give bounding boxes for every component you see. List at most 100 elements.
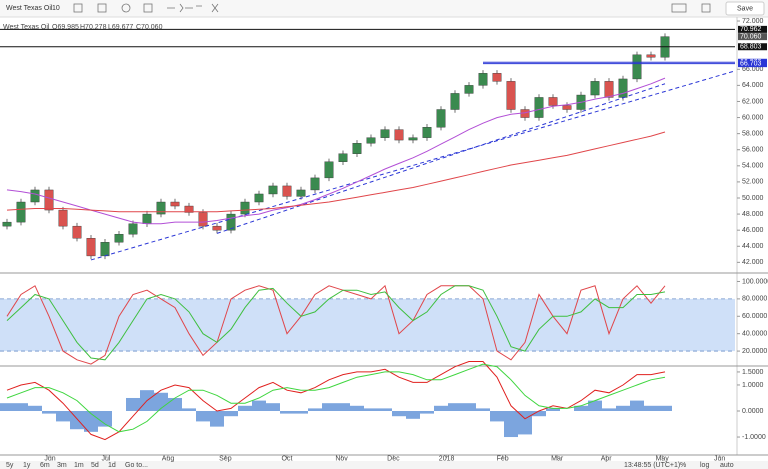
candle-body — [114, 233, 124, 243]
histogram-bar — [98, 411, 112, 427]
candle-body — [590, 81, 600, 96]
y-tick-label: 0.0000 — [742, 408, 764, 415]
axis-option[interactable]: auto — [720, 462, 734, 469]
legend-ohlc: O69.985 — [52, 24, 79, 31]
range-button[interactable]: 1d — [108, 462, 116, 469]
series-line — [6, 284, 666, 365]
range-button[interactable]: 3m — [57, 462, 67, 469]
candle-body — [296, 189, 306, 197]
icon[interactable] — [121, 3, 131, 13]
candle-body — [548, 97, 558, 106]
candle-body — [604, 81, 614, 98]
y-tick-label: 80.0000 — [742, 296, 767, 303]
histogram-bar — [42, 411, 56, 414]
y-tick-label: 58.000 — [742, 130, 764, 137]
candle-body — [464, 85, 474, 94]
candle-body — [338, 153, 348, 162]
histogram-bar — [364, 408, 378, 411]
x-tick-label: Feb — [497, 455, 509, 462]
histogram-bar — [126, 397, 140, 411]
histogram-bar — [14, 403, 28, 411]
x-tick-label: Mar — [551, 455, 564, 462]
histogram-bar — [644, 405, 658, 411]
candle-body — [198, 212, 208, 227]
icon[interactable] — [185, 3, 219, 13]
icon[interactable] — [671, 3, 687, 13]
candle-body — [450, 93, 460, 110]
icon[interactable] — [167, 3, 184, 13]
candle-body — [72, 225, 82, 239]
histogram-bar — [238, 405, 252, 411]
range-button[interactable]: 5y — [6, 462, 14, 469]
legend-ohlc: C70.060 — [136, 24, 163, 31]
icon[interactable] — [143, 3, 153, 13]
y-tick-label: 60.000 — [742, 114, 764, 121]
y-tick-label: 48.000 — [742, 211, 764, 218]
candle-body — [436, 109, 446, 128]
range-button[interactable]: 1m — [74, 462, 84, 469]
candle-body — [170, 201, 180, 207]
series-line — [6, 131, 666, 213]
trendline — [90, 70, 736, 261]
histogram-bar — [630, 400, 644, 411]
histogram-bar — [406, 411, 420, 419]
price-tag-label: 70.060 — [740, 33, 762, 40]
histogram-bar — [476, 408, 490, 411]
candle-body — [408, 137, 418, 141]
range-button[interactable]: Go to... — [125, 462, 148, 469]
candle-body — [254, 193, 264, 203]
y-tick-label: -1.0000 — [742, 434, 766, 441]
histogram-bar — [490, 411, 504, 422]
range-button[interactable]: 5d — [91, 462, 99, 469]
candle-body — [534, 97, 544, 118]
range-button[interactable]: 1y — [23, 462, 31, 469]
time-label: 13:48:55 (UTC+1) — [624, 462, 680, 469]
histogram-bar — [392, 411, 406, 417]
candle-body — [618, 78, 628, 98]
icon[interactable] — [701, 3, 711, 13]
save-label[interactable]: Save — [737, 5, 753, 12]
series-line — [6, 361, 666, 441]
symbol-select[interactable]: West Texas Oil — [6, 5, 53, 12]
x-tick-label: Jun — [714, 455, 725, 462]
histogram-bar — [294, 411, 308, 414]
axis-option[interactable]: log — [700, 462, 709, 469]
trendline — [216, 83, 666, 234]
candle-body — [142, 213, 152, 224]
price-tag — [738, 60, 767, 68]
histogram-bar — [308, 408, 322, 411]
histogram-bar — [196, 411, 210, 422]
range-button[interactable]: 6m — [40, 462, 50, 469]
y-tick-label: 1.5000 — [742, 369, 764, 376]
candle-body — [212, 225, 222, 231]
candle-body — [324, 161, 334, 179]
candle-body — [128, 223, 138, 235]
save-button[interactable] — [725, 1, 765, 16]
legend-ohlc: H70.278 — [80, 24, 107, 31]
histogram-bar — [0, 403, 14, 411]
y-tick-label: 1.0000 — [742, 382, 764, 389]
icon[interactable] — [97, 3, 107, 13]
histogram-bar — [266, 403, 280, 411]
price-tag — [738, 33, 767, 41]
price-tag-label: 66.703 — [740, 60, 762, 67]
histogram-bar — [574, 405, 588, 411]
candle-body — [310, 177, 320, 191]
legend-ohlc: L69.677 — [108, 24, 133, 31]
candle-body — [44, 189, 54, 211]
x-tick-label: Aug — [162, 455, 175, 462]
y-tick-label: 54.000 — [742, 163, 764, 170]
candle-body — [184, 205, 194, 213]
histogram-bar — [28, 405, 42, 411]
interval-select[interactable]: 10 — [52, 5, 60, 12]
x-tick-label: 2018 — [439, 455, 455, 462]
legend: West Texas Oil O69.985 H70.278 L69.677 C70.0… — [3, 24, 163, 31]
axis-option[interactable]: % — [680, 462, 686, 469]
icon[interactable] — [73, 3, 83, 13]
x-tick-label: Jul — [102, 455, 111, 462]
candle-body — [30, 189, 40, 203]
y-tick-label: 52.000 — [742, 179, 764, 186]
candle-body — [58, 209, 68, 227]
candle-body — [156, 201, 166, 215]
